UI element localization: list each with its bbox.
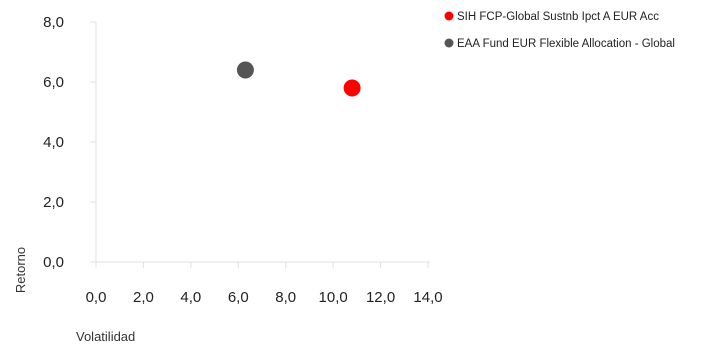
- x-tick-label: 14,0: [413, 289, 442, 306]
- legend: SIH FCP-Global Sustnb Ipct A EUR Acc EAA …: [444, 11, 675, 50]
- y-ticks: 0,0 2,0 4,0 6,0 8,0: [43, 14, 96, 271]
- x-tick-label: 2,0: [133, 289, 154, 306]
- y-axis-title: Retorno: [13, 247, 28, 293]
- x-axis-title: Volatilidad: [76, 329, 135, 344]
- y-tick-label: 4,0: [43, 134, 64, 151]
- legend-marker: [444, 38, 454, 48]
- x-tick-label: 8,0: [275, 289, 296, 306]
- data-points: [236, 61, 361, 97]
- x-ticks: 0,0 2,0 4,0 6,0 8,0 10,0 12,0 14,0: [86, 262, 443, 306]
- x-tick-label: 12,0: [366, 289, 395, 306]
- x-tick-label: 6,0: [228, 289, 249, 306]
- legend-marker: [444, 11, 454, 21]
- y-tick-label: 2,0: [43, 194, 64, 211]
- y-tick-label: 6,0: [43, 74, 64, 91]
- legend-label: EAA Fund EUR Flexible Allocation - Globa…: [457, 38, 675, 50]
- scatter-point: [236, 61, 254, 79]
- scatter-point: [343, 79, 361, 97]
- y-tick-label: 8,0: [43, 14, 64, 31]
- legend-label: SIH FCP-Global Sustnb Ipct A EUR Acc: [457, 11, 659, 23]
- x-tick-label: 4,0: [180, 289, 201, 306]
- x-tick-label: 10,0: [319, 289, 348, 306]
- x-tick-label: 0,0: [86, 289, 107, 306]
- y-tick-label: 0,0: [43, 254, 64, 271]
